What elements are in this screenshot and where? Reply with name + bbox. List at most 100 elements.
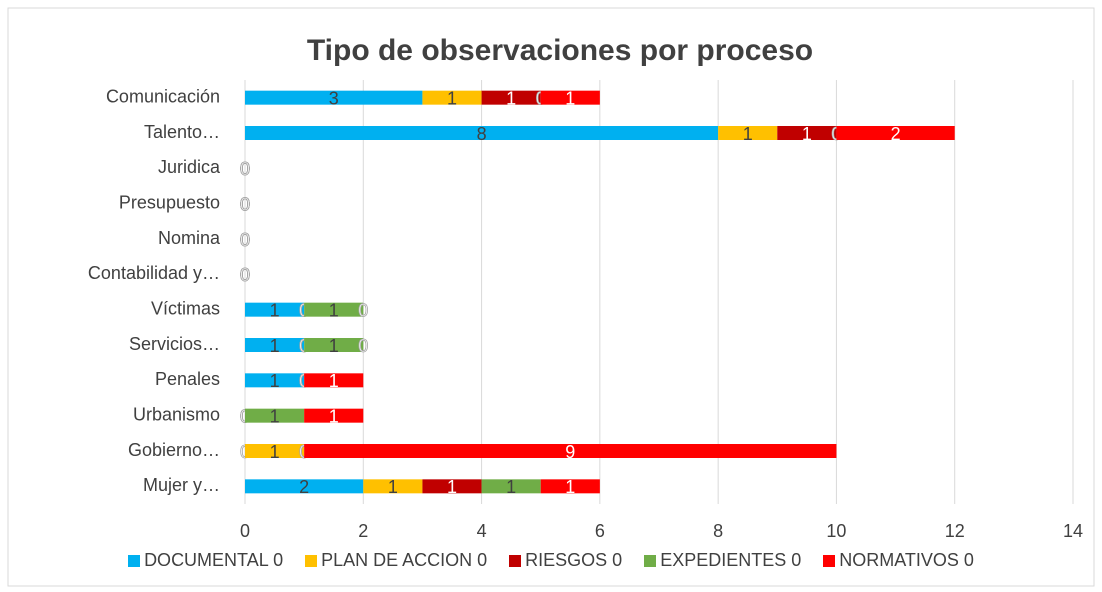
y-tick-label: Talento… <box>144 122 220 142</box>
bar-segment <box>245 90 423 105</box>
bar-segment <box>540 90 600 105</box>
bar-segment <box>540 479 600 494</box>
legend-swatch <box>823 554 836 567</box>
y-tick-label: Víctimas <box>151 298 220 318</box>
data-label: 0 <box>240 159 250 179</box>
y-tick-label: Gobierno… <box>128 440 220 460</box>
data-label: 1 <box>506 477 516 497</box>
y-tick-label: Juridica <box>158 157 221 177</box>
data-label: 0 <box>240 230 250 250</box>
legend-item: RIESGOS 0 <box>509 550 622 571</box>
bar-segment <box>304 408 364 423</box>
y-tick-label: Presupuesto <box>119 192 220 212</box>
bar-segment <box>245 302 305 317</box>
data-label: 2 <box>891 124 901 144</box>
data-label: 1 <box>329 336 339 356</box>
y-tick-label: Nomina <box>158 228 221 248</box>
legend-item: PLAN DE ACCION 0 <box>305 550 487 571</box>
bar-segment <box>245 338 305 352</box>
x-tick-label: 2 <box>358 521 368 541</box>
bar-segment <box>245 126 719 140</box>
data-label: 0 <box>240 194 250 214</box>
bar-segment <box>422 90 482 105</box>
legend-item: EXPEDIENTES 0 <box>644 550 801 571</box>
data-label: 3 <box>329 88 339 108</box>
data-label: 1 <box>270 442 280 462</box>
x-tick-label: 12 <box>945 521 965 541</box>
x-tick-label: 0 <box>240 521 250 541</box>
bar-segment <box>777 126 837 140</box>
x-tick-label: 14 <box>1063 521 1083 541</box>
x-tick-label: 10 <box>826 521 846 541</box>
bar-segment <box>245 444 305 458</box>
data-label: 0 <box>240 265 250 285</box>
data-label: 8 <box>477 124 487 144</box>
data-label: 1 <box>329 300 339 320</box>
bar-segment <box>245 373 305 388</box>
bar-segment <box>245 408 305 423</box>
bar-segment <box>245 479 364 494</box>
data-label: 1 <box>743 124 753 144</box>
data-label: 1 <box>270 336 280 356</box>
data-label: 1 <box>329 371 339 391</box>
x-tick-label: 6 <box>595 521 605 541</box>
bar-segment <box>363 479 423 494</box>
data-label: 0 <box>358 336 368 356</box>
bar-segment <box>304 373 364 388</box>
y-tick-label: Penales <box>155 369 220 389</box>
legend-swatch <box>305 554 318 567</box>
data-label: 1 <box>565 88 575 108</box>
legend-label: RIESGOS 0 <box>525 550 623 570</box>
y-tick-label: Mujer y… <box>143 475 220 495</box>
y-tick-label: Contabilidad y… <box>88 263 220 283</box>
data-label: 1 <box>506 88 516 108</box>
data-label: 1 <box>565 477 575 497</box>
bar-segment <box>422 479 482 494</box>
legend-label: NORMATIVOS 0 <box>839 550 974 570</box>
data-label: 0 <box>240 194 250 214</box>
data-label: 1 <box>447 477 457 497</box>
data-label: 0 <box>240 159 250 179</box>
legend-label: PLAN DE ACCION 0 <box>321 550 488 570</box>
data-label: 9 <box>565 442 575 462</box>
data-label: 0 <box>240 159 250 179</box>
legend-label: DOCUMENTAL 0 <box>144 550 284 570</box>
x-tick-label: 4 <box>477 521 487 541</box>
legend-label: EXPEDIENTES 0 <box>660 550 802 570</box>
data-label: 0 <box>240 159 250 179</box>
legend-item: NORMATIVOS 0 <box>823 550 974 571</box>
data-label: 1 <box>802 124 812 144</box>
data-label: 1 <box>329 406 339 426</box>
bar-segment <box>304 338 364 352</box>
data-label: 0 <box>240 230 250 250</box>
data-label: 0 <box>240 230 250 250</box>
data-label: 1 <box>270 406 280 426</box>
data-label: 0 <box>240 230 250 250</box>
data-label: 1 <box>270 300 280 320</box>
legend: DOCUMENTAL 0 PLAN DE ACCION 0 RIESGOS 0 EXP… <box>0 550 1102 571</box>
data-label: 0 <box>240 265 250 285</box>
legend-item: DOCUMENTAL 0 <box>128 550 283 571</box>
bar-segment <box>481 479 541 494</box>
x-tick-label: 8 <box>713 521 723 541</box>
y-tick-label: Urbanismo <box>133 404 220 424</box>
bar-segment <box>836 126 955 140</box>
data-label: 0 <box>240 265 250 285</box>
data-label: 1 <box>447 88 457 108</box>
legend-swatch <box>644 554 657 567</box>
bar-segment <box>718 126 778 140</box>
data-label: 0 <box>240 265 250 285</box>
legend-swatch <box>509 554 522 567</box>
data-label: 0 <box>240 194 250 214</box>
chart-title: Tipo de observaciones por proceso <box>307 34 813 67</box>
data-label: 1 <box>270 371 280 391</box>
data-label: 0 <box>240 194 250 214</box>
bar-segment <box>304 302 364 317</box>
legend-swatch <box>128 554 141 567</box>
data-label: 0 <box>358 300 368 320</box>
bar-segment <box>304 444 837 458</box>
bar-segment <box>481 90 541 105</box>
data-label: 1 <box>388 477 398 497</box>
data-label: 2 <box>299 477 309 497</box>
